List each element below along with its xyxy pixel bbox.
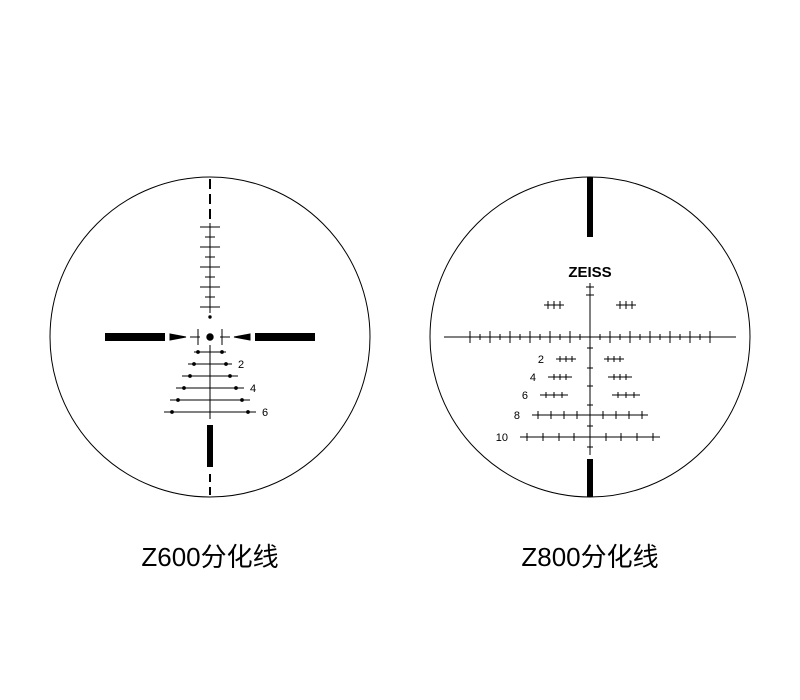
svg-text:ZEISS: ZEISS [568, 264, 611, 281]
panel-z800: ZEISS 2468 10 Z800分化线 [420, 167, 760, 574]
svg-text:8: 8 [514, 410, 520, 422]
caption-z800: Z800分化线 [521, 537, 658, 574]
caption-z600: Z600分化线 [141, 537, 278, 574]
svg-text:4: 4 [250, 383, 256, 395]
panel-z600: 246 Z600分化线 [40, 167, 380, 574]
svg-text:2: 2 [238, 359, 244, 371]
reticle-z800: ZEISS 2468 10 [420, 167, 760, 507]
reticle-z600: 246 [40, 167, 380, 507]
reticle-comparison: 246 Z600分化线 ZEISS246810 Z800分化线 [40, 167, 760, 574]
svg-text:10: 10 [496, 432, 508, 444]
svg-text:4: 4 [530, 372, 536, 384]
svg-text:6: 6 [262, 407, 268, 419]
svg-text:6: 6 [522, 390, 528, 402]
svg-text:2: 2 [538, 354, 544, 366]
